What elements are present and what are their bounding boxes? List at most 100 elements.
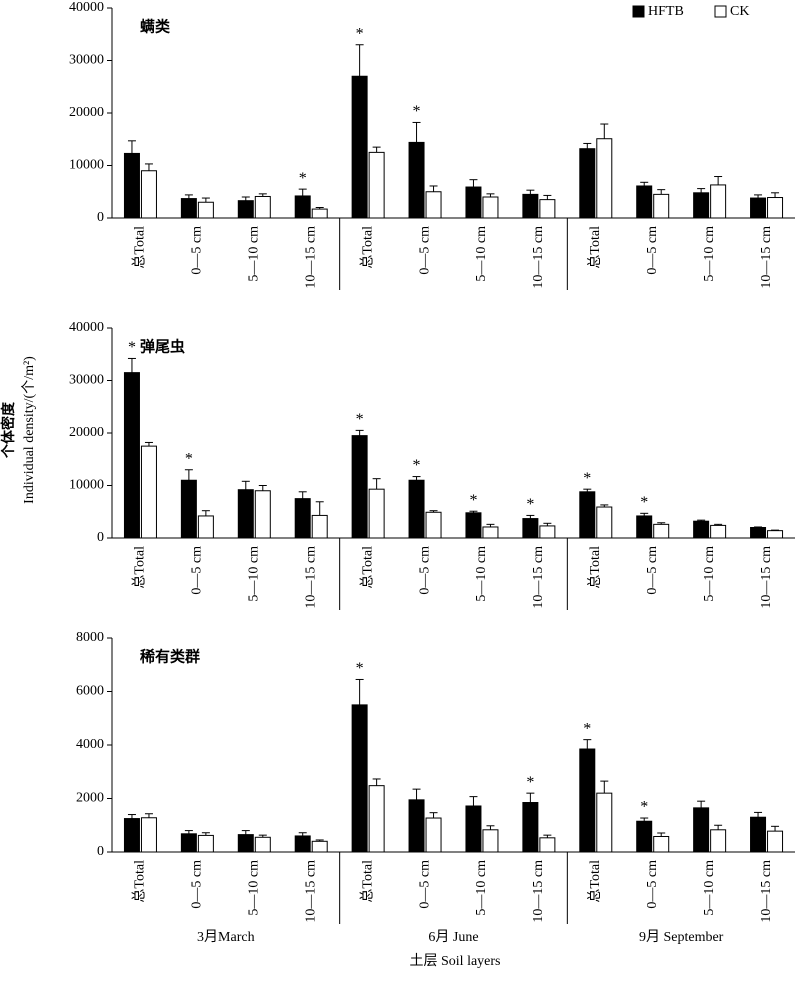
- bar: [311, 514, 328, 539]
- significance-mark: *: [356, 660, 364, 677]
- x-tick-label: 0—5 cm: [645, 226, 660, 275]
- significance-mark: *: [526, 496, 534, 513]
- bar: [482, 196, 499, 219]
- x-tick-label: 总Total: [132, 860, 148, 903]
- bar: [180, 198, 197, 219]
- bar: [596, 138, 613, 219]
- y-tick-label: 2000: [76, 791, 104, 806]
- x-tick-label: 5—10 cm: [474, 546, 489, 602]
- y-tick-label: 10000: [69, 158, 104, 173]
- x-tick-label: 总Total: [359, 860, 375, 903]
- bar: [425, 817, 442, 853]
- bar: [197, 201, 214, 219]
- bar: [653, 835, 670, 853]
- bar: [368, 488, 385, 539]
- y-tick-label: 0: [97, 844, 104, 859]
- bar: [465, 186, 482, 219]
- legend-swatch: [714, 5, 727, 18]
- x-tick-label: 10—15 cm: [303, 226, 318, 289]
- bar: [368, 151, 385, 219]
- group-label: 9月 September: [639, 929, 724, 945]
- bar: [522, 518, 539, 539]
- bar: [522, 802, 539, 853]
- significance-mark: *: [128, 339, 136, 356]
- bar: [539, 837, 556, 853]
- y-tick-label: 20000: [69, 425, 104, 440]
- panel-title: 螨类: [140, 17, 171, 35]
- bar: [123, 152, 140, 219]
- y-tick-label: 30000: [69, 53, 104, 68]
- y-label-cn: 个体密度: [0, 401, 17, 459]
- bar: [596, 506, 613, 539]
- bar: [750, 197, 767, 219]
- panel-title: 稀有类群: [140, 647, 200, 665]
- significance-mark: *: [356, 411, 364, 428]
- bar: [693, 192, 710, 219]
- significance-mark: *: [413, 457, 421, 474]
- x-tick-label: 总Total: [132, 226, 148, 269]
- x-tick-label: 总Total: [587, 546, 603, 589]
- bar: [579, 748, 596, 853]
- bar: [180, 833, 197, 853]
- bar: [237, 489, 254, 539]
- significance-mark: *: [299, 170, 307, 187]
- x-tick-label: 0—5 cm: [417, 860, 432, 909]
- bar: [636, 185, 653, 219]
- bar: [180, 479, 197, 539]
- x-tick-label: 总Total: [132, 546, 148, 589]
- y-tick-label: 20000: [69, 105, 104, 120]
- bar: [197, 834, 214, 853]
- significance-mark: *: [583, 720, 591, 737]
- legend-label: HFTB: [648, 4, 684, 19]
- x-tick-label: 0—5 cm: [645, 860, 660, 909]
- x-tick-label: 10—15 cm: [531, 546, 546, 609]
- bar: [710, 524, 727, 539]
- x-tick-label: 总Total: [359, 226, 375, 269]
- bar: [522, 193, 539, 219]
- y-tick-label: 0: [97, 530, 104, 545]
- x-tick-label: 5—10 cm: [702, 860, 717, 916]
- bar: [351, 75, 368, 219]
- x-tick-label: 总Total: [587, 860, 603, 903]
- bar: [425, 191, 442, 219]
- x-tick-label: 总Total: [587, 226, 603, 269]
- x-tick-label: 10—15 cm: [759, 226, 774, 289]
- significance-mark: *: [413, 103, 421, 120]
- bar: [294, 195, 311, 219]
- bar: [140, 170, 157, 219]
- bar: [693, 520, 710, 539]
- significance-mark: *: [640, 494, 648, 511]
- x-label: 土层 Soil layers: [410, 953, 501, 969]
- bar: [539, 199, 556, 219]
- bar: [237, 834, 254, 853]
- y-tick-label: 6000: [76, 684, 104, 699]
- y-label-en: Individual density/(个/m²): [21, 356, 37, 504]
- group-label: 3月March: [197, 929, 255, 945]
- x-tick-label: 0—5 cm: [417, 226, 432, 275]
- y-tick-label: 30000: [69, 373, 104, 388]
- bar: [710, 184, 727, 219]
- y-tick-label: 40000: [69, 320, 104, 335]
- bar: [351, 704, 368, 853]
- bar: [750, 816, 767, 853]
- bar: [140, 445, 157, 539]
- bar: [465, 512, 482, 539]
- bar: [579, 491, 596, 539]
- bar: [254, 836, 271, 853]
- bar: [123, 818, 140, 853]
- bar: [653, 523, 670, 539]
- legend-swatch: [632, 5, 645, 18]
- x-tick-label: 10—15 cm: [531, 226, 546, 289]
- x-tick-label: 总Total: [359, 546, 375, 589]
- y-tick-label: 8000: [76, 630, 104, 645]
- y-tick-label: 0: [97, 210, 104, 225]
- x-tick-label: 0—5 cm: [190, 860, 205, 909]
- bar: [311, 208, 328, 219]
- x-tick-label: 0—5 cm: [645, 546, 660, 595]
- significance-mark: *: [640, 799, 648, 816]
- bar: [579, 148, 596, 219]
- panel-title: 弹尾虫: [140, 337, 185, 355]
- x-tick-label: 0—5 cm: [190, 226, 205, 275]
- x-tick-label: 5—10 cm: [474, 860, 489, 916]
- bar: [767, 530, 784, 539]
